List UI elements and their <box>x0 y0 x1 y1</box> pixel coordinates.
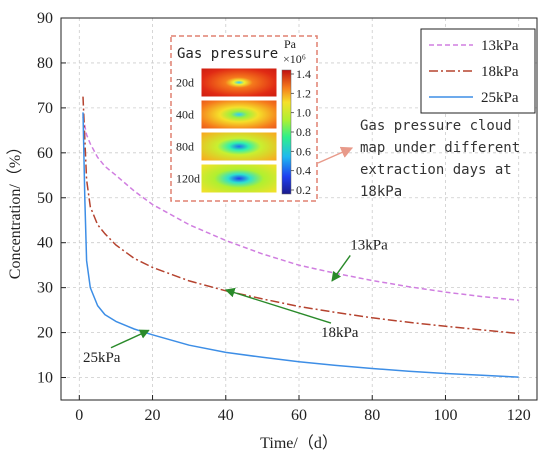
y-tick-label: 50 <box>37 190 53 207</box>
colorbar-tick-label: 1.0 <box>296 106 311 120</box>
series-line-2 <box>82 112 519 378</box>
legend-label-0: 13kPa <box>481 38 519 54</box>
inset-map-1 <box>200 99 278 130</box>
colorbar-tick-label: 0.8 <box>296 125 311 139</box>
x-axis: 0 20 40 60 80 100 120 <box>75 395 531 424</box>
series-layer <box>82 96 519 378</box>
legend: 13kPa 18kPa 25kPa <box>420 28 536 114</box>
series-line-1 <box>82 96 519 335</box>
colorbar-tick-label: 0.4 <box>296 164 311 178</box>
colorbar-ticks: 1.4 1.2 1.0 0.8 0.6 0.4 0.2 <box>291 67 311 197</box>
annotation-arrow-2 <box>110 329 150 349</box>
colorbar-scale: ×10⁶ <box>283 52 306 66</box>
inset-callout: Gas pressure cloud map under different ext… <box>317 118 520 200</box>
legend-label-2: 25kPa <box>481 90 519 106</box>
annotation-label-2: 25kPa <box>83 350 121 366</box>
y-tick-label: 90 <box>37 10 53 27</box>
y-tick-label: 10 <box>37 370 53 387</box>
annotation-arrow-0 <box>331 255 351 282</box>
y-tick-label: 70 <box>37 100 53 117</box>
inset-map-3 <box>200 163 278 194</box>
callout-arrow <box>317 146 354 164</box>
inset-title: Gas pressure <box>177 46 278 62</box>
legend-frame <box>420 28 536 114</box>
y-tick-label: 80 <box>37 55 53 72</box>
colorbar-tick-label: 1.2 <box>296 86 311 100</box>
callout-line-3: 18kPa <box>360 184 402 200</box>
legend-label-1: 18kPa <box>481 64 519 80</box>
inset-row-label-3: 120d <box>176 172 200 186</box>
x-tick-label: 40 <box>218 407 234 424</box>
x-axis-title: Time/（d） <box>260 434 338 452</box>
x-tick-label: 0 <box>75 407 83 424</box>
annotation-label-1: 18kPa <box>321 325 359 341</box>
y-tick-label: 40 <box>37 235 53 252</box>
y-axis: 10 20 30 40 50 60 70 80 90 <box>37 10 66 387</box>
colorbar-tick-label: 1.4 <box>296 67 311 81</box>
callout-line-1: map under different <box>360 140 520 156</box>
inset-map-2 <box>200 131 278 162</box>
x-tick-label: 60 <box>291 407 307 424</box>
series-line-0 <box>82 116 519 301</box>
annotation-label-0: 13kPa <box>350 237 388 253</box>
y-tick-label: 20 <box>37 325 53 342</box>
curve-annotations: 13kPa 18kPa 25kPa <box>83 237 388 365</box>
x-tick-label: 120 <box>507 407 531 424</box>
x-tick-label: 20 <box>145 407 161 424</box>
inset-row-label-2: 80d <box>176 140 194 154</box>
inset-map-0 <box>200 67 278 98</box>
colorbar-tick-label: 0.6 <box>296 144 311 158</box>
annotation-arrow-1 <box>224 287 332 324</box>
colorbar-tick-label: 0.2 <box>296 183 311 197</box>
plot-area <box>61 17 537 400</box>
colorbar-unit: Pa <box>284 37 297 51</box>
inset-maps: 20d 40d 80d 120d <box>176 67 278 194</box>
y-tick-label: 30 <box>37 280 53 297</box>
callout-line-2: extraction days at <box>360 162 512 178</box>
y-tick-label: 60 <box>37 145 53 162</box>
x-tick-label: 80 <box>364 407 380 424</box>
callout-line-0: Gas pressure cloud <box>360 118 512 134</box>
callout-text: Gas pressure cloud map under different ext… <box>360 118 520 200</box>
y-axis-title: Concentration/（%） <box>6 139 24 279</box>
x-tick-label: 100 <box>433 407 457 424</box>
colorbar <box>281 69 292 195</box>
inset-row-label-1: 40d <box>176 108 194 122</box>
inset-row-label-0: 20d <box>176 76 194 90</box>
